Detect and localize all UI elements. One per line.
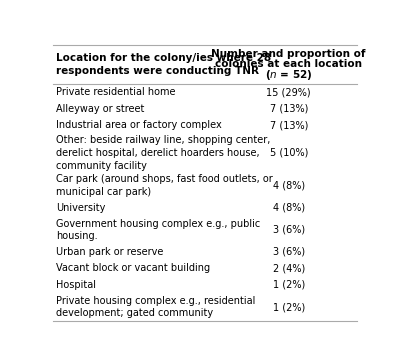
Text: 5 (10%): 5 (10%) <box>270 148 308 158</box>
Text: Private housing complex e.g., residential
development; gated community: Private housing complex e.g., residentia… <box>56 296 256 319</box>
Text: University: University <box>56 203 106 213</box>
Text: 1 (2%): 1 (2%) <box>272 280 305 290</box>
Text: colonies at each location: colonies at each location <box>215 59 362 70</box>
Text: 4 (8%): 4 (8%) <box>273 203 305 213</box>
Text: Urban park or reserve: Urban park or reserve <box>56 247 164 257</box>
Text: 3 (6%): 3 (6%) <box>273 225 305 235</box>
Text: 7 (13%): 7 (13%) <box>270 120 308 130</box>
Text: ($n$ = 52): ($n$ = 52) <box>265 68 312 82</box>
Text: Location for the colony/ies where 28
respondents were conducting TNR: Location for the colony/ies where 28 res… <box>56 53 271 76</box>
Text: Vacant block or vacant building: Vacant block or vacant building <box>56 264 210 273</box>
Text: 2 (4%): 2 (4%) <box>272 264 305 273</box>
Text: Private residential home: Private residential home <box>56 87 176 97</box>
Text: Other: beside railway line, shopping center,
derelict hospital, derelict hoarder: Other: beside railway line, shopping cen… <box>56 135 270 171</box>
Text: Hospital: Hospital <box>56 280 96 290</box>
Text: Alleyway or street: Alleyway or street <box>56 104 144 114</box>
Text: Number and proportion of: Number and proportion of <box>212 49 366 59</box>
Text: 3 (6%): 3 (6%) <box>273 247 305 257</box>
Text: Industrial area or factory complex: Industrial area or factory complex <box>56 120 222 130</box>
Text: 4 (8%): 4 (8%) <box>273 181 305 191</box>
Text: Car park (around shops, fast food outlets, or
municipal car park): Car park (around shops, fast food outlet… <box>56 174 273 197</box>
Text: 1 (2%): 1 (2%) <box>272 302 305 312</box>
Text: Government housing complex e.g., public
housing.: Government housing complex e.g., public … <box>56 219 260 241</box>
Text: 15 (29%): 15 (29%) <box>266 87 311 97</box>
Text: 7 (13%): 7 (13%) <box>270 104 308 114</box>
